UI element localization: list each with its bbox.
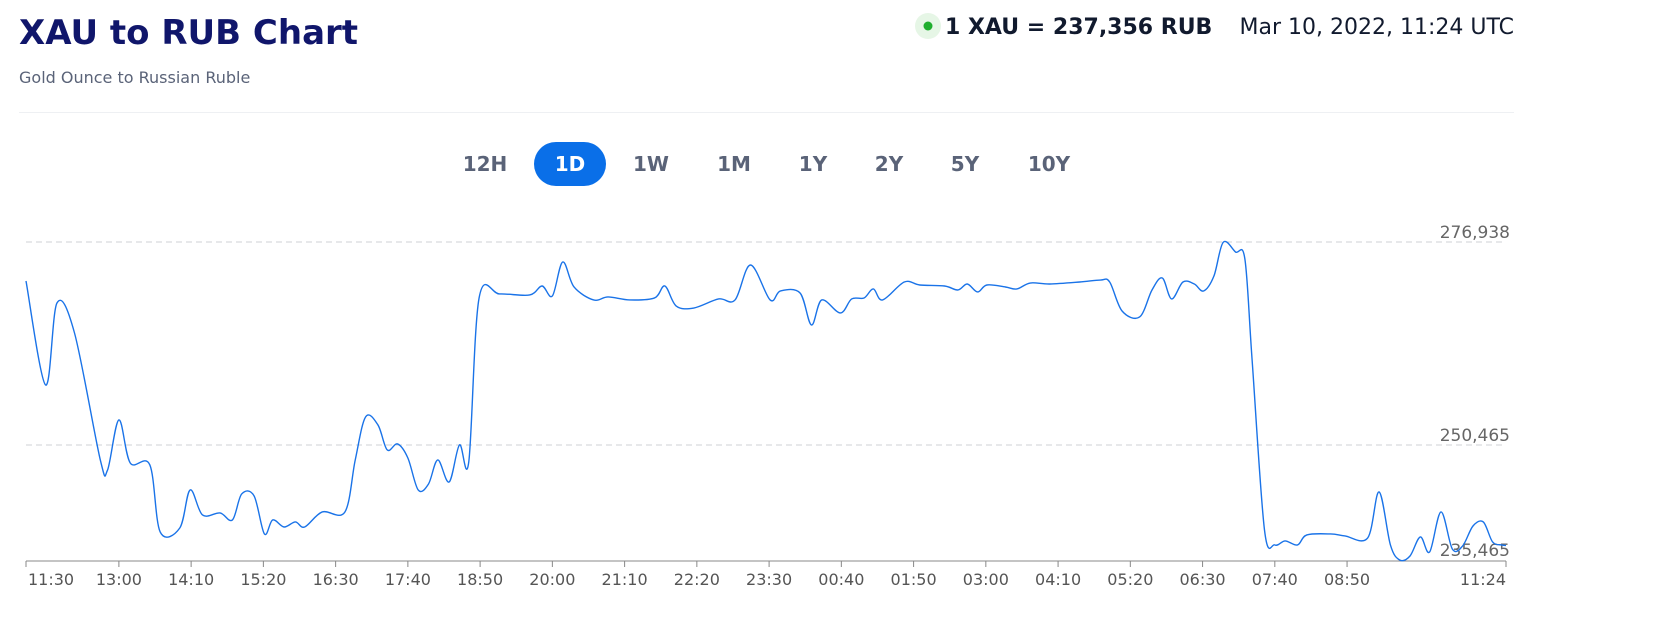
x-tick-label: 03:00 xyxy=(963,570,1009,589)
x-tick-label: 13:00 xyxy=(96,570,142,589)
range-button[interactable]: 5Y xyxy=(951,152,980,176)
title: XAU to RUB Chart xyxy=(19,13,358,53)
y-tick-label: 276,938 xyxy=(1440,223,1510,243)
y-tick-label: 250,465 xyxy=(1440,426,1510,446)
x-tick-label: 00:40 xyxy=(818,570,864,589)
x-tick-label: 07:40 xyxy=(1252,570,1298,589)
range-button[interactable]: 12H xyxy=(463,152,508,176)
x-tick-label: 11:30 xyxy=(28,570,74,589)
x-tick-label: 15:20 xyxy=(240,570,286,589)
range-button[interactable]: 1D xyxy=(555,152,586,176)
range-button[interactable]: 1M xyxy=(717,152,751,176)
x-tick-label: 21:10 xyxy=(602,570,648,589)
x-tick-label: 14:10 xyxy=(168,570,214,589)
range-selector: 12H 1D 1W 1M 1Y 2Y 5Y 10Y xyxy=(463,142,1071,186)
x-tick-label: 16:30 xyxy=(313,570,359,589)
x-tick-label: 22:20 xyxy=(674,570,720,589)
date: Mar 10, 2022, 11:24 UTC xyxy=(1240,15,1514,40)
x-tick-label: 18:50 xyxy=(457,570,503,589)
y-tick-label: 235,465 xyxy=(1440,541,1510,561)
x-tick-label: 05:20 xyxy=(1107,570,1153,589)
x-tick-label: 20:00 xyxy=(529,570,575,589)
range-active-bg xyxy=(534,142,606,186)
status-dot xyxy=(923,21,933,31)
range-button[interactable]: 1Y xyxy=(799,152,828,176)
x-tick-label: 08:50 xyxy=(1324,570,1370,589)
x-tick-label: 04:10 xyxy=(1035,570,1081,589)
rate: 1 XAU = 237,356 RUB xyxy=(945,15,1212,40)
subtitle: Gold Ounce to Russian Ruble xyxy=(19,68,250,87)
range-button[interactable]: 1W xyxy=(633,152,669,176)
x-tick-label: 06:30 xyxy=(1180,570,1226,589)
price-line xyxy=(25,240,1507,562)
x-tick-label: 01:50 xyxy=(891,570,937,589)
x-tick-label: 11:24 xyxy=(1460,570,1506,589)
x-tick-label: 23:30 xyxy=(746,570,792,589)
range-button[interactable]: 10Y xyxy=(1028,152,1071,176)
range-button[interactable]: 2Y xyxy=(875,152,904,176)
x-tick-label: 17:40 xyxy=(385,570,431,589)
plot: 235,465 250,465 276,938 11:30 13:00 14:10 15:2… xyxy=(25,223,1510,589)
